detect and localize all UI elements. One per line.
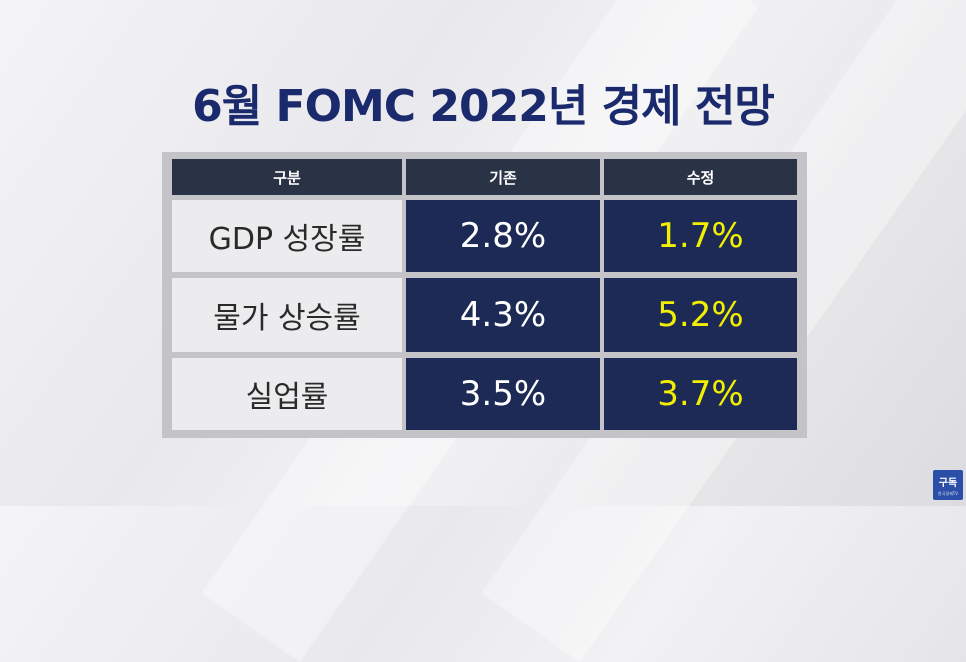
forecast-table: 구분 기존 수정 GDP 성장률 2.8% 1.7% 물가 상승률 4.3% 5… <box>162 152 807 438</box>
row-revised-gdp: 1.7% <box>604 200 797 272</box>
row-base-gdp: 2.8% <box>406 200 600 272</box>
header-category: 구분 <box>172 159 402 195</box>
row-label-inflation: 물가 상승률 <box>172 278 402 352</box>
row-label-gdp: GDP 성장률 <box>172 200 402 272</box>
row-base-inflation: 4.3% <box>406 278 600 352</box>
page-title: 6월 FOMC 2022년 경제 전망 <box>192 81 775 132</box>
row-base-unemployment: 3.5% <box>406 358 600 430</box>
subscribe-button[interactable]: 구독 한국경제TV <box>933 470 963 500</box>
subscribe-sublabel: 한국경제TV <box>938 490 958 496</box>
row-label-unemployment: 실업률 <box>172 358 402 430</box>
row-revised-inflation: 5.2% <box>604 278 797 352</box>
header-base: 기존 <box>406 159 600 195</box>
row-revised-unemployment: 3.7% <box>604 358 797 430</box>
subscribe-label: 구독 <box>938 477 958 489</box>
header-revised: 수정 <box>604 159 797 195</box>
